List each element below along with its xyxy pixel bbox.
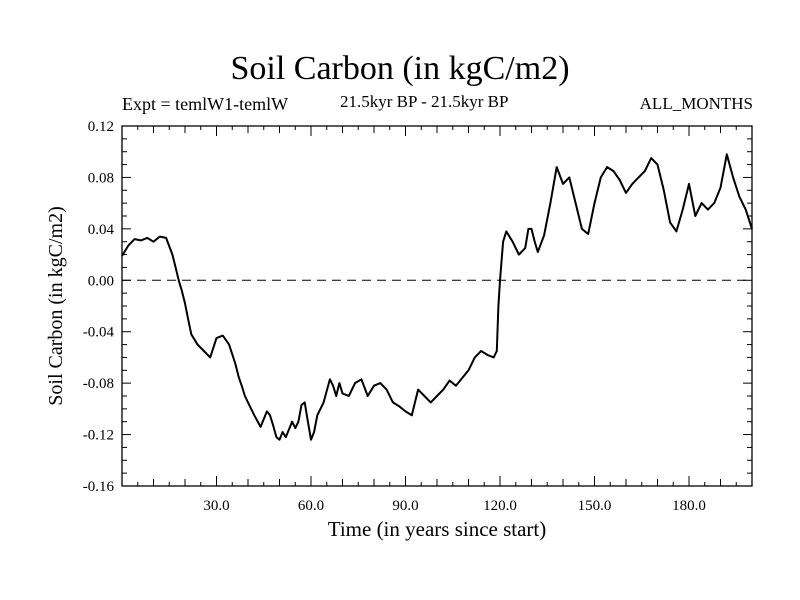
x-tick-label: 180.0 — [672, 498, 706, 514]
y-tick-label: -0.16 — [83, 479, 115, 495]
y-tick-label: 0.00 — [88, 273, 114, 289]
period-label: 21.5kyr BP - 21.5kyr BP — [340, 92, 509, 111]
experiment-label: Expt = temlW1-temlW — [122, 94, 289, 114]
y-tick-label: 0.04 — [88, 222, 115, 238]
chart-title: Soil Carbon (in kgC/m2) — [230, 50, 570, 87]
y-tick-label: -0.12 — [83, 428, 114, 444]
x-tick-label: 60.0 — [298, 498, 324, 514]
y-tick-label: -0.04 — [83, 325, 115, 341]
x-axis-label: Time (in years since start) — [328, 517, 547, 541]
y-tick-label: 0.12 — [88, 119, 114, 135]
plot-frame — [121, 125, 753, 487]
x-tick-label: 90.0 — [392, 498, 418, 514]
y-axis-ticks: -0.16 -0.12 -0.08 -0.04 0.00 0.04 0.08 0.12 — [83, 119, 752, 495]
y-tick-label: 0.08 — [88, 170, 114, 186]
x-axis-ticks: 30.0 60.0 90.0 120.0 150.0 180.0 — [121, 126, 753, 514]
x-tick-label: 150.0 — [578, 498, 612, 514]
x-tick-label: 30.0 — [203, 498, 229, 514]
y-axis-label: Soil Carbon (in kgC/m2) — [45, 206, 67, 405]
x-tick-label: 120.0 — [483, 498, 517, 514]
y-tick-label: -0.08 — [83, 376, 114, 392]
months-label: ALL_MONTHS — [639, 94, 753, 113]
soil-carbon-series-line — [121, 153, 753, 441]
